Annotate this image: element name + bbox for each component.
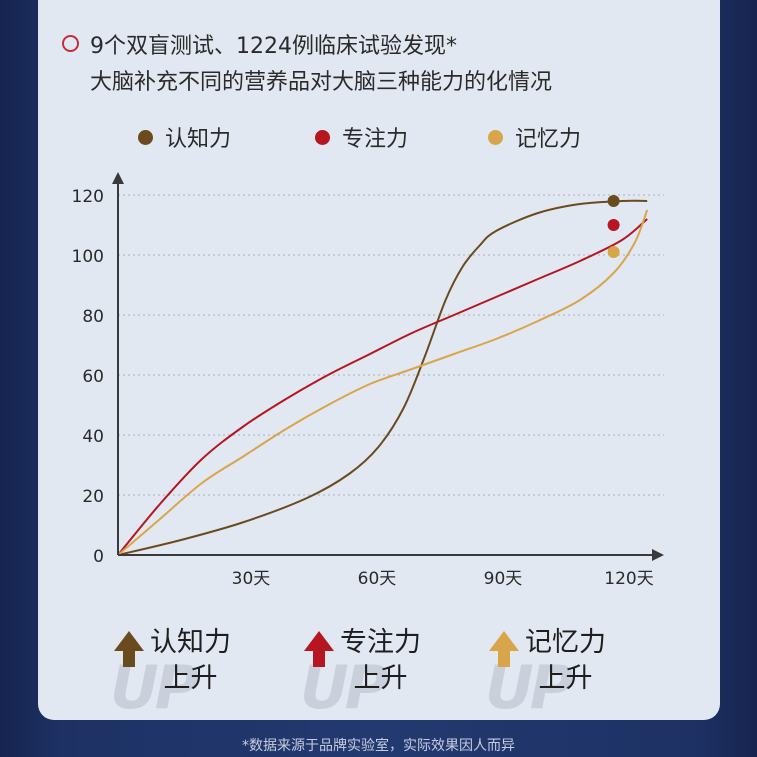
- up-arrow-icon: [489, 631, 519, 667]
- legend-label: 认知力: [165, 127, 232, 152]
- indicator-name: 专注力: [340, 627, 421, 658]
- indicator-cognition: UP 认知力 上升: [110, 625, 260, 723]
- y-tick-label: 80: [82, 307, 104, 327]
- series-end-marker: [607, 246, 620, 258]
- indicator-label: 专注力 上升: [340, 625, 421, 697]
- y-axis-arrow-icon: [112, 172, 124, 184]
- y-tick-label: 0: [93, 547, 104, 567]
- indicator-memory: UP 记忆力 上升: [485, 625, 635, 723]
- indicator-change: 上升: [538, 663, 593, 694]
- x-tick-label: 60天: [358, 569, 397, 589]
- indicator-change: 上升: [353, 663, 408, 694]
- indicator-name: 认知力: [150, 627, 231, 658]
- indicator-label: 记忆力 上升: [525, 625, 606, 697]
- indicator-label: 认知力 上升: [150, 625, 231, 697]
- up-arrow-icon: [114, 631, 144, 667]
- chart-title-line1: 9个双盲测试、1224例临床试验发现*: [90, 34, 457, 59]
- y-tick-label: 60: [82, 367, 104, 387]
- y-tick-label: 20: [82, 487, 104, 507]
- y-tick-label: 120: [72, 187, 104, 207]
- y-tick-label: 100: [72, 247, 104, 267]
- series-line-focus: [117, 218, 648, 556]
- legend-dot-icon: [488, 129, 503, 145]
- series-line-cognition: [117, 199, 648, 556]
- chart-title-line2: 大脑补充不同的营养品对大脑三种能力的化情况: [90, 70, 553, 95]
- chart-card: [38, 0, 720, 720]
- legend-dot-icon: [315, 129, 330, 145]
- title-bullet-icon: [62, 35, 79, 52]
- legend-label: 记忆力: [515, 127, 582, 152]
- legend-dot-icon: [138, 129, 153, 145]
- series-end-marker: [607, 195, 620, 207]
- x-tick-label: 30天: [232, 569, 271, 589]
- x-axis-arrow-icon: [652, 549, 664, 561]
- x-tick-label: 90天: [484, 569, 523, 589]
- series-end-marker: [607, 219, 620, 231]
- legend-item-memory: 记忆力: [488, 124, 582, 152]
- legend-label: 专注力: [342, 127, 409, 152]
- indicator-name: 记忆力: [525, 627, 606, 658]
- series-line-memory: [117, 209, 649, 556]
- y-tick-label: 40: [82, 427, 104, 447]
- legend-item-focus: 专注力: [315, 124, 409, 152]
- indicator-change: 上升: [163, 663, 218, 694]
- footnote: *数据来源于品牌实验室，实际效果因人而异: [242, 738, 515, 754]
- up-arrow-icon: [304, 631, 334, 667]
- legend-item-cognition: 认知力: [138, 124, 232, 152]
- x-tick-label: 120天: [604, 569, 653, 589]
- indicator-focus: UP 专注力 上升: [300, 625, 450, 723]
